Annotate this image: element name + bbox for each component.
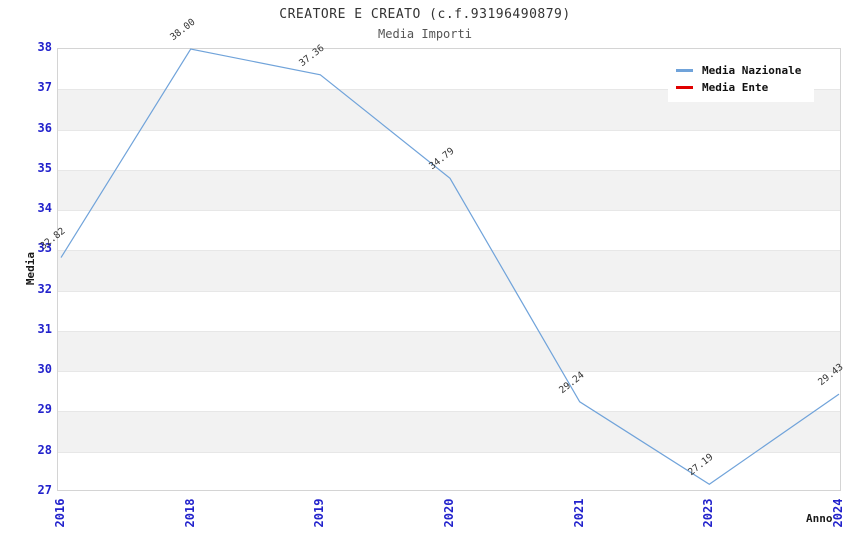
band bbox=[58, 210, 840, 250]
y-axis-label: Media bbox=[24, 251, 38, 286]
band bbox=[58, 250, 840, 291]
plot-area: 32.82 38.00 37.36 34.79 29.24 27.19 29.43 bbox=[38, 17, 846, 492]
y-tick-label: 30 bbox=[37, 362, 52, 377]
y-tick-label: 37 bbox=[37, 80, 52, 95]
x-axis-label: Anno bbox=[806, 512, 833, 525]
y-tick-label: 33 bbox=[37, 241, 52, 256]
x-tick-label: 2018 bbox=[182, 498, 197, 528]
chart-title: CREATORE E CREATO (c.f.93196490879) bbox=[279, 7, 571, 22]
legend-item-media-nazionale: Media Nazionale bbox=[676, 62, 806, 79]
x-tick-label: 2024 bbox=[831, 498, 845, 528]
y-tick-label: 35 bbox=[37, 160, 52, 175]
band bbox=[58, 451, 840, 492]
media-nazionale-line bbox=[60, 48, 840, 486]
y-tick-label: 34 bbox=[37, 201, 52, 216]
y-tick-label: 29 bbox=[37, 402, 52, 417]
line-series bbox=[60, 48, 840, 486]
band bbox=[58, 129, 840, 170]
y-tick-label: 32 bbox=[37, 281, 52, 296]
band bbox=[58, 89, 840, 130]
chart-subtitle: Media Importi bbox=[378, 27, 472, 41]
band bbox=[58, 169, 840, 211]
y-tick-label: 38 bbox=[37, 40, 52, 54]
band bbox=[58, 371, 840, 411]
legend-label: Media Nazionale bbox=[702, 64, 802, 77]
x-tick-label: 2019 bbox=[312, 498, 327, 528]
band bbox=[58, 290, 840, 331]
x-tick-label: 2023 bbox=[701, 498, 716, 528]
y-tick-label: 28 bbox=[37, 442, 52, 457]
media-ente-line-swatch-icon bbox=[676, 86, 693, 89]
y-tick-label: 31 bbox=[37, 321, 52, 336]
y-tick-label: 36 bbox=[37, 120, 52, 135]
band bbox=[58, 330, 840, 372]
legend: Media Nazionale Media Ente bbox=[668, 57, 814, 102]
x-tick-label: 2020 bbox=[442, 498, 456, 528]
band bbox=[58, 411, 840, 452]
media-nazionale-line-swatch-icon bbox=[676, 69, 693, 72]
legend-item-media-ente: Media Ente bbox=[676, 79, 806, 96]
x-tick-label: 2016 bbox=[53, 498, 67, 528]
y-tick-label: 27 bbox=[37, 483, 52, 497]
x-tick-label: 2021 bbox=[571, 498, 586, 528]
legend-label: Media Ente bbox=[702, 81, 769, 94]
